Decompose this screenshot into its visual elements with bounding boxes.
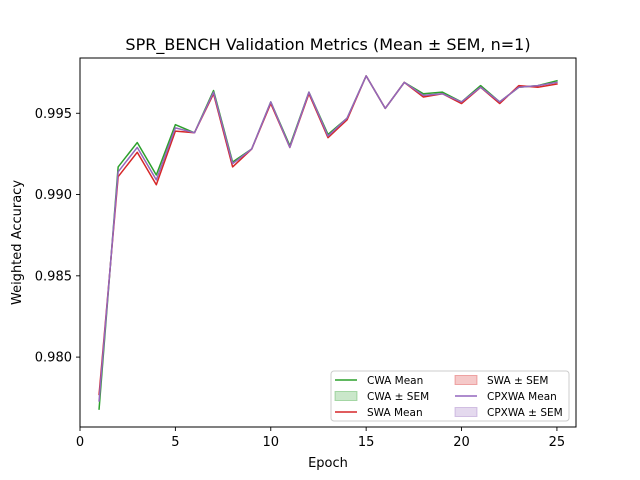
axes-frame	[79, 57, 577, 428]
chart-title: SPR_BENCH Validation Metrics (Mean ± SEM…	[125, 35, 530, 55]
legend-swatch-cpxwa-sem	[454, 407, 478, 417]
y-tick-label: 0.990	[35, 188, 72, 203]
series-line-cpxwa-mean	[98, 75, 558, 402]
y-tick-label: 0.980	[35, 351, 72, 366]
x-tick-label: 5	[171, 435, 179, 450]
legend-label-cpxwa-mean: CPXWA Mean	[487, 391, 557, 403]
axis-ticks: 0 5 10 15 20 25 0.980 0.985 0.990 0.995	[35, 107, 565, 450]
x-tick-label: 20	[453, 435, 470, 450]
legend: CWA Mean CWA ± SEM SWA Mean SWA ± SEM CPXWA …	[330, 370, 570, 422]
legend-swatch-cwa-sem	[334, 391, 358, 401]
legend-label-cwa-sem: CWA ± SEM	[367, 391, 429, 403]
legend-label-cwa-mean: CWA Mean	[367, 375, 423, 387]
legend-swatch-swa-sem	[454, 375, 478, 385]
y-tick-label: 0.995	[35, 107, 72, 122]
legend-label-swa-mean: SWA Mean	[367, 407, 423, 419]
x-tick-label: 0	[76, 435, 84, 450]
legend-label-cpxwa-sem: CPXWA ± SEM	[487, 407, 563, 419]
plot-area	[98, 75, 558, 410]
x-tick-label: 10	[262, 435, 279, 450]
x-tick-label: 15	[358, 435, 375, 450]
legend-box	[330, 370, 570, 422]
legend-label-swa-sem: SWA ± SEM	[487, 375, 549, 387]
y-axis-label: Weighted Accuracy	[10, 180, 25, 305]
y-tick-label: 0.985	[35, 269, 72, 284]
x-axis-label: Epoch	[308, 456, 348, 471]
x-tick-label: 25	[549, 435, 566, 450]
